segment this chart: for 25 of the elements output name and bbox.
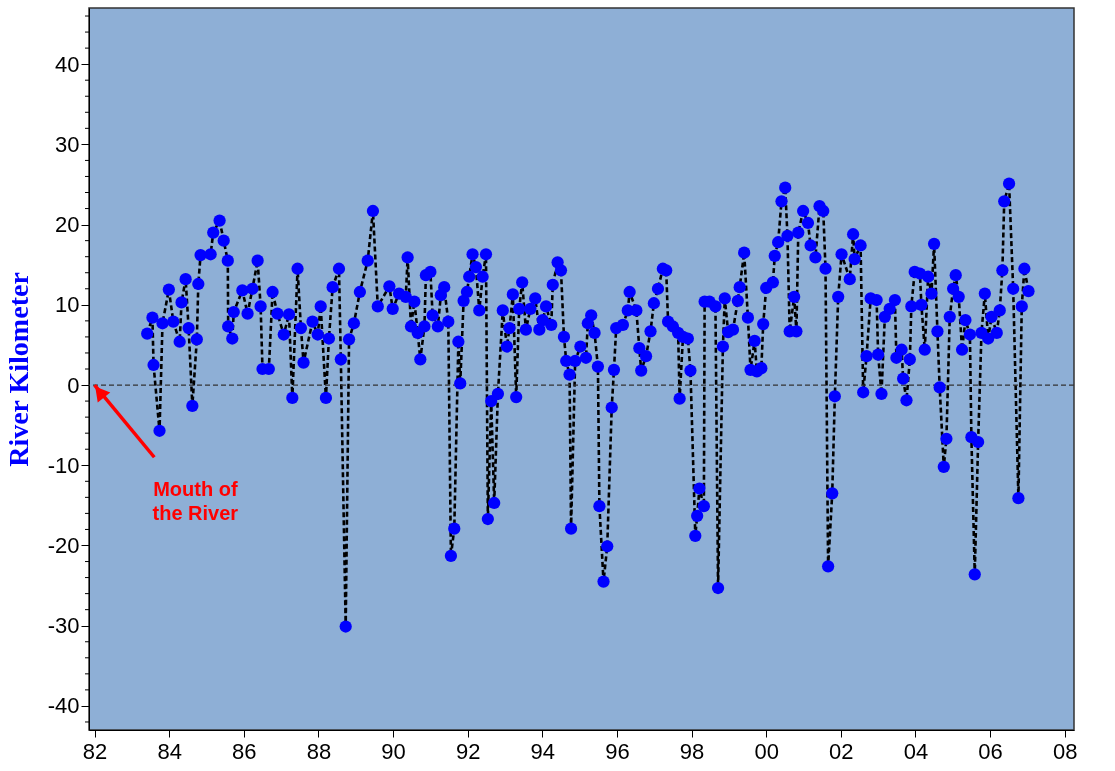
x-tick-label: 02 bbox=[829, 738, 854, 764]
x-tick-label: 00 bbox=[754, 738, 779, 764]
y-tick-label: 20 bbox=[55, 212, 80, 238]
x-tick-label: 88 bbox=[306, 738, 332, 764]
x-tick-label: 96 bbox=[605, 738, 630, 764]
x-tick-label: 86 bbox=[232, 738, 257, 764]
x-tick-label: 98 bbox=[679, 738, 705, 764]
x-tick-label: 90 bbox=[381, 738, 406, 764]
annotation: Mouth of the River bbox=[152, 477, 239, 524]
x-tick-label: 92 bbox=[455, 738, 481, 764]
x-tick-label: 82 bbox=[82, 738, 108, 764]
y-tick-label: -20 bbox=[47, 532, 80, 558]
y-tick-label: -30 bbox=[47, 613, 80, 639]
y-tick-label: 30 bbox=[55, 131, 80, 157]
x-tick-label: 08 bbox=[1052, 738, 1078, 764]
x-tick-label: 84 bbox=[157, 738, 182, 764]
y-tick-label: 10 bbox=[55, 292, 80, 318]
x-tick-label: 94 bbox=[530, 738, 556, 764]
x-tick-label: 06 bbox=[978, 738, 1003, 764]
y-tick-label: -40 bbox=[47, 693, 80, 719]
y-axis-title: River Kilometer bbox=[2, 272, 34, 467]
x-tick-label: 04 bbox=[903, 738, 929, 764]
y-tick-label: 0 bbox=[67, 372, 80, 398]
y-tick-label: 40 bbox=[55, 51, 80, 77]
y-tick-label: -10 bbox=[47, 452, 80, 478]
